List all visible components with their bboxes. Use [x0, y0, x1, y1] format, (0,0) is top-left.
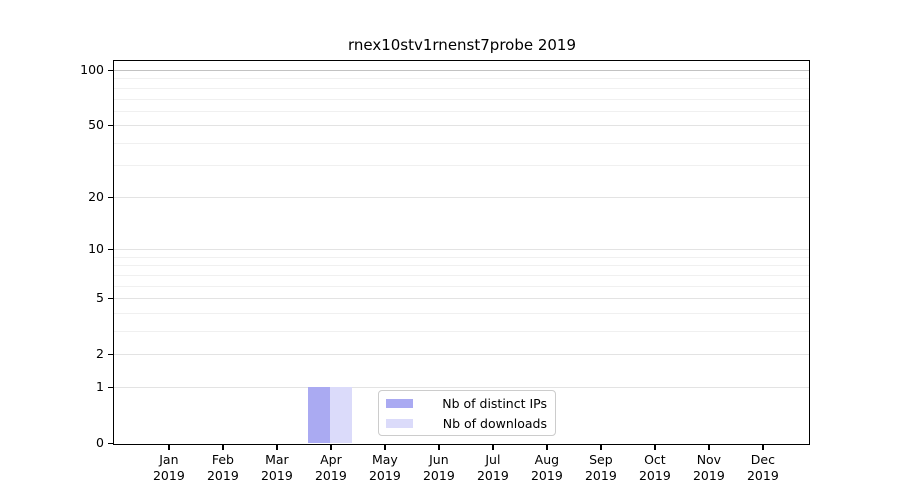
x-axis-label-year-apr: 2019 [314, 468, 347, 483]
gridline-minor [114, 87, 809, 89]
gridline-minor [114, 78, 809, 80]
y-axis-tick-100 [108, 70, 113, 72]
x-axis-tick-jan [168, 445, 170, 450]
x-axis-tick-aug [546, 445, 548, 450]
legend-item-distinct-ips: Nb of distinct IPs [386, 396, 547, 411]
x-axis-tick-oct [654, 445, 656, 450]
y-axis-label-0: 0 [96, 434, 104, 450]
x-axis-label-year-feb: 2019 [206, 468, 239, 483]
legend-swatch-downloads [386, 418, 413, 428]
x-axis-label-aug: Aug 2019 [507, 452, 587, 484]
y-axis-tick-5 [108, 298, 113, 300]
y-axis-label-10: 10 [88, 241, 104, 257]
legend-item-downloads: Nb of downloads [386, 416, 547, 431]
legend-label-distinct-ips: Nb of distinct IPs [442, 395, 547, 411]
x-axis-label-year-dec: 2019 [746, 468, 779, 483]
gridline-minor [114, 98, 809, 100]
y-axis-label-1: 1 [96, 378, 104, 394]
x-axis-label-sep: Sep 2019 [561, 452, 641, 484]
gridline-minor [114, 274, 809, 276]
x-axis-tick-feb [222, 445, 224, 450]
bar-apr-downloads [330, 386, 353, 443]
x-axis-tick-jun [438, 445, 440, 450]
gridline-y-5 [114, 298, 809, 300]
y-axis-label-100: 100 [80, 62, 104, 78]
x-axis-label-nov: Nov 2019 [669, 452, 749, 484]
gridline-minor [114, 330, 809, 332]
gridline-minor [114, 312, 809, 314]
y-axis-label-5: 5 [96, 290, 104, 306]
x-axis-tick-may [384, 445, 386, 450]
x-axis-tick-dec [762, 445, 764, 450]
x-axis-label-may: May 2019 [345, 452, 425, 484]
x-axis-label-dec: Dec 2019 [723, 452, 803, 484]
x-axis-label-year-may: 2019 [368, 468, 401, 483]
gridline-minor [114, 110, 809, 112]
bar-apr-distinct-ips [308, 386, 331, 443]
x-axis-label-jul: Jul 2019 [453, 452, 533, 484]
x-axis-label-year-oct: 2019 [638, 468, 671, 483]
x-axis-label-oct: Oct 2019 [615, 452, 695, 484]
x-axis-label-apr: Apr 2019 [291, 452, 371, 484]
gridline-y-10 [114, 249, 809, 251]
legend-swatch-distinct-ips [386, 398, 413, 408]
x-axis-label-jan: Jan 2019 [129, 452, 209, 484]
gridline-minor [114, 142, 809, 144]
gridline-y-1 [114, 386, 809, 388]
y-axis-tick-2 [108, 354, 113, 356]
gridline-y-50 [114, 125, 809, 127]
plot-area [113, 60, 810, 445]
x-axis-tick-jul [492, 445, 494, 450]
x-axis-label-jun: Jun 2019 [399, 452, 479, 484]
y-axis-label-20: 20 [88, 189, 104, 204]
x-axis-label-feb: Feb 2019 [183, 452, 263, 484]
y-axis-tick-20 [108, 196, 113, 199]
legend-label-downloads: Nb of downloads [442, 415, 547, 431]
x-axis-label-year-sep: 2019 [584, 468, 617, 483]
gridline-minor [114, 285, 809, 287]
y-axis-tick-0 [108, 442, 113, 445]
y-axis-label-50: 50 [88, 117, 104, 133]
x-axis-label-year-aug: 2019 [530, 468, 563, 483]
x-axis-label-year-jan: 2019 [152, 468, 185, 483]
y-axis-tick-1 [108, 386, 113, 389]
x-axis-tick-sep [600, 445, 602, 450]
y-axis-label-2: 2 [96, 346, 104, 362]
x-axis-label-year-nov: 2019 [692, 468, 725, 483]
gridline-y-100 [114, 70, 809, 72]
x-axis-label-year-mar: 2019 [260, 468, 293, 483]
x-axis-tick-apr [330, 445, 332, 450]
x-axis-label-year-jul: 2019 [476, 468, 509, 483]
legend: Nb of distinct IPs Nb of downloads [378, 390, 556, 436]
gridline-minor [114, 265, 809, 267]
x-axis-label-mar: Mar 2019 [237, 452, 317, 484]
x-axis-tick-mar [276, 445, 278, 450]
x-axis-label-year-jun: 2019 [422, 468, 455, 483]
x-axis-tick-nov [708, 445, 710, 450]
gridline-minor [114, 165, 809, 167]
gridline-y-20 [114, 196, 809, 198]
gridline-y-2 [114, 354, 809, 356]
gridline-minor [114, 256, 809, 258]
y-axis-tick-10 [108, 249, 113, 251]
chart-title: rnex10stv1rnenst7probe 2019 [347, 36, 577, 54]
y-axis-tick-50 [108, 125, 113, 127]
